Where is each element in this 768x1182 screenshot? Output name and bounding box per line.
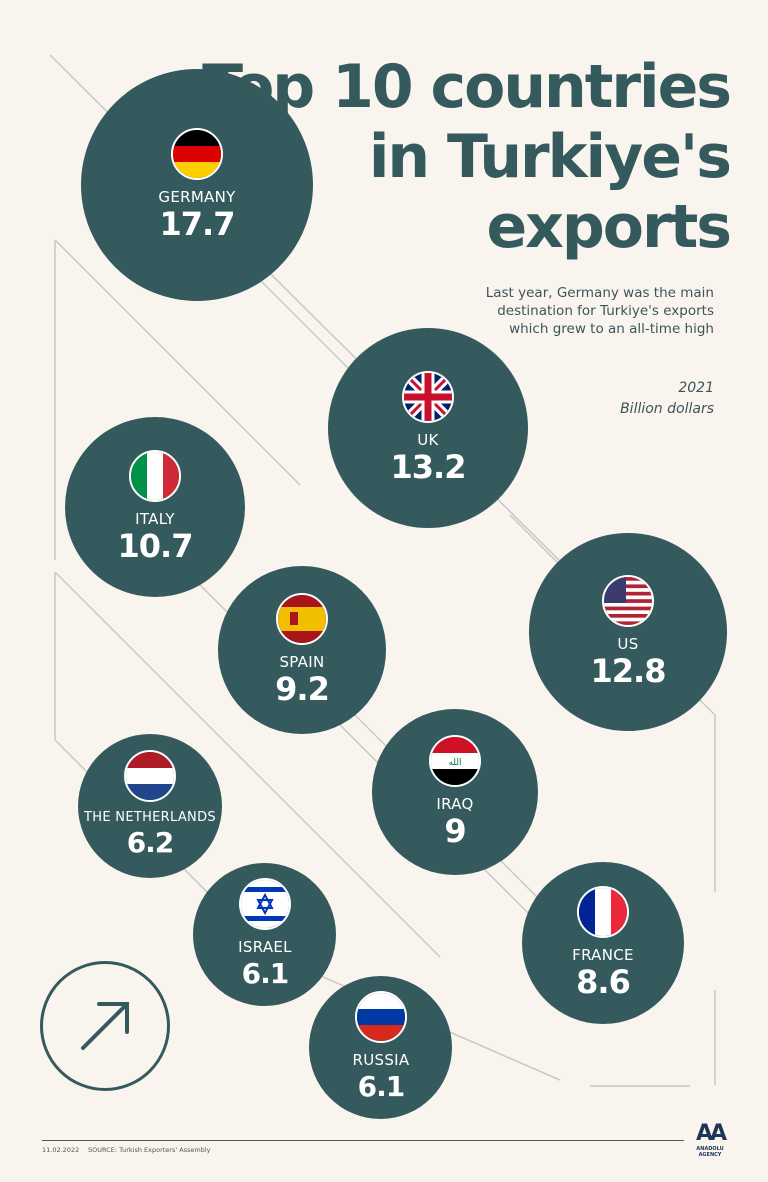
arrow-up-right-icon (40, 961, 170, 1091)
anadolu-agency-logo: AA ANADOLU AGENCY (688, 1121, 732, 1159)
bubble-us: US 12.8 (529, 533, 727, 731)
bubble-germany: GERMANY 17.7 (81, 69, 313, 301)
value-label: 17.7 (159, 205, 236, 243)
country-label: US (617, 634, 639, 653)
uk-flag-icon (401, 370, 454, 423)
unit-label: Billion dollars (620, 401, 714, 417)
country-label: IRAQ (436, 794, 474, 813)
country-label: ISRAEL (238, 937, 292, 956)
spain-flag-icon (275, 592, 328, 645)
title-line-1: Top 10 countries (202, 52, 732, 122)
title-line-2: in Turkiye's (368, 122, 732, 192)
logo-mark: AA (695, 1121, 727, 1146)
bubble-iraq: الله IRAQ 9 (372, 709, 538, 875)
value-label: 8.6 (576, 962, 631, 1001)
bubble-russia: RUSSIA 6.1 (309, 976, 453, 1120)
footer-divider (42, 1140, 684, 1141)
country-label: ITALY (135, 509, 175, 528)
bubble-netherlands: THE NETHERLANDS 6.2 (77, 733, 223, 879)
country-label: GERMANY (158, 188, 236, 206)
svg-text:الله: الله (448, 758, 461, 768)
logo-text: ANADOLU AGENCY (696, 1146, 724, 1158)
value-label: 6.1 (241, 956, 290, 990)
year-label: 2021 (678, 380, 714, 396)
subtitle: Last year, Germany was the main destinat… (485, 285, 714, 337)
value-label: 9.2 (275, 669, 330, 708)
netherlands-flag-icon (123, 750, 176, 803)
bubble-israel: ISRAEL 6.1 (193, 863, 337, 1007)
russia-flag-icon (354, 990, 407, 1043)
france-flag-icon (576, 885, 629, 938)
bubble-uk: UK 13.2 (327, 327, 529, 529)
bubble-italy: ITALY 10.7 (64, 416, 246, 598)
value-label: 9 (444, 811, 466, 850)
country-label: UK (417, 430, 439, 449)
italy-flag-icon (128, 449, 181, 502)
page-title: Top 10 countries in Turkiye's exports (202, 52, 732, 262)
country-label: SPAIN (279, 652, 325, 671)
germany-flag-icon (171, 128, 223, 180)
value-label: 10.7 (117, 526, 194, 565)
value-label: 13.2 (390, 447, 467, 486)
value-label: 12.8 (590, 651, 667, 690)
us-flag-icon (601, 574, 654, 627)
year-unit-note: 2021 Billion dollars (620, 378, 714, 420)
country-label: FRANCE (572, 945, 634, 964)
value-label: 6.2 (126, 826, 175, 860)
bubble-spain: SPAIN 9.2 (218, 566, 386, 734)
footer-source: SOURCE: Turkish Exporters' Assembly (88, 1146, 211, 1154)
bubble-france: FRANCE 8.6 (522, 862, 684, 1024)
israel-flag-icon (238, 877, 291, 930)
title-line-3: exports (486, 192, 732, 262)
country-label: THE NETHERLANDS (84, 810, 216, 826)
value-label: 6.1 (357, 1069, 406, 1103)
iraq-flag-icon: الله (428, 734, 481, 787)
country-label: RUSSIA (352, 1050, 410, 1069)
footer-date: 11.02.2022 (42, 1146, 80, 1154)
